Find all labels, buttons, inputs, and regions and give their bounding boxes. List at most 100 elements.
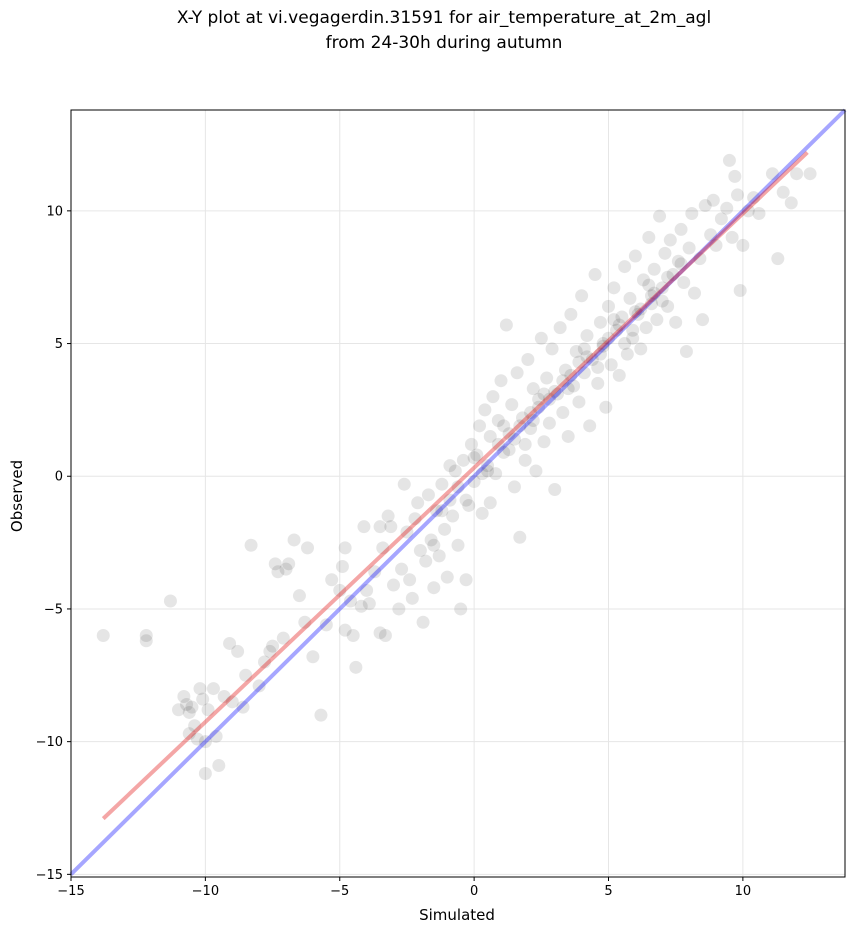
x-tick-label: −15: [57, 884, 84, 899]
scatter-point: [301, 541, 314, 555]
scatter-point: [287, 533, 301, 547]
scatter-point: [456, 453, 470, 467]
scatter-point: [642, 230, 656, 244]
scatter-point: [604, 358, 618, 372]
scatter-point: [483, 496, 497, 510]
scatter-point: [655, 281, 669, 295]
scatter-point: [559, 363, 572, 377]
scatter-point: [671, 254, 685, 268]
scatter-point: [577, 342, 591, 356]
scatter-point: [473, 419, 486, 433]
scatter-point: [212, 759, 226, 773]
chart-title-line2: from 24-30h during autumn: [326, 33, 563, 53]
scatter-point: [475, 467, 489, 481]
scatter-point: [470, 448, 484, 462]
scatter-point: [438, 522, 452, 536]
scatter-point: [628, 249, 642, 263]
scatter-point: [540, 371, 554, 385]
scatter-point: [677, 276, 691, 290]
scatter-point: [510, 366, 524, 380]
scatter-point: [583, 419, 597, 433]
scatter-point: [180, 697, 194, 711]
x-tick-label: 0: [470, 884, 478, 899]
y-tick-label: −15: [36, 868, 63, 883]
scatter-point: [198, 735, 212, 749]
scatter-point: [572, 355, 586, 369]
scatter-point: [513, 419, 527, 433]
scatter-point: [784, 196, 798, 210]
scatter-point: [354, 599, 368, 613]
scatter-point: [319, 618, 333, 632]
scatter-point: [427, 538, 441, 552]
scatter-point: [139, 634, 153, 648]
scatter-point: [497, 445, 511, 459]
scatter-point: [647, 262, 661, 276]
scatter-point: [475, 506, 489, 520]
scatter-point: [507, 432, 521, 446]
scatter-point: [532, 400, 546, 414]
scatter-point: [569, 345, 583, 359]
scatter-point: [556, 406, 570, 420]
y-axis-label: Observed: [8, 460, 26, 532]
scatter-point: [325, 573, 339, 587]
scatter-point: [599, 400, 613, 414]
scatter-point: [163, 594, 177, 608]
scatter-point: [502, 427, 516, 441]
scatter-point: [564, 368, 578, 382]
y-tick-label: −10: [36, 735, 63, 750]
scatter-point: [685, 207, 699, 221]
scatter-point: [408, 512, 422, 526]
scatter-point: [534, 331, 548, 345]
y-tick-label: 10: [46, 204, 63, 219]
scatter-point: [497, 419, 511, 433]
chart-title-line1: X-Y plot at vi.vegagerdin.31591 for air_…: [177, 8, 711, 28]
scatter-point: [405, 591, 419, 605]
scatter-point: [481, 464, 495, 478]
scatter-point: [634, 302, 648, 316]
scatter-point: [623, 291, 637, 305]
scatter-point: [661, 270, 675, 284]
scatter-point: [346, 628, 360, 642]
scatter-point: [580, 350, 594, 364]
scatter-point: [209, 729, 223, 743]
scatter-point: [550, 387, 564, 401]
scatter-point: [378, 628, 392, 642]
scatter-point: [268, 557, 282, 571]
scatter-point: [435, 477, 449, 491]
scatter-point: [537, 387, 551, 401]
scatter-point: [459, 493, 473, 507]
scatter-point: [454, 602, 468, 616]
scatter-point: [542, 416, 556, 430]
scatter-point: [661, 299, 675, 313]
scatter-point: [655, 294, 669, 308]
scatter-point: [381, 509, 395, 523]
scatter-point: [572, 395, 586, 409]
scatter-point: [524, 421, 538, 435]
scatter-point: [580, 329, 594, 343]
scatter-point: [279, 562, 293, 576]
scatter-point: [561, 429, 575, 443]
scatter-point: [663, 233, 677, 247]
scatter-point: [588, 268, 602, 282]
scatter-point: [387, 578, 400, 592]
scatter-point: [392, 602, 406, 616]
scatter-point: [298, 615, 312, 629]
scatter-point: [596, 337, 610, 351]
scatter-point: [532, 392, 546, 406]
scatter-point: [344, 594, 357, 608]
scatter-point: [448, 464, 462, 478]
scatter-point: [427, 581, 441, 595]
scatter-point: [545, 342, 559, 356]
scatter-point: [376, 541, 390, 555]
scatter-point: [513, 530, 527, 544]
scatter-point: [282, 557, 296, 571]
scatter-point: [620, 347, 634, 361]
scatter-point: [368, 565, 382, 579]
scatter-point: [172, 703, 185, 717]
scatter-point: [491, 414, 505, 428]
scatter-point: [462, 498, 476, 512]
scatter-point: [636, 273, 650, 287]
scatter-point: [593, 347, 607, 361]
scatter-point: [231, 644, 245, 658]
scatter-point: [647, 286, 661, 300]
